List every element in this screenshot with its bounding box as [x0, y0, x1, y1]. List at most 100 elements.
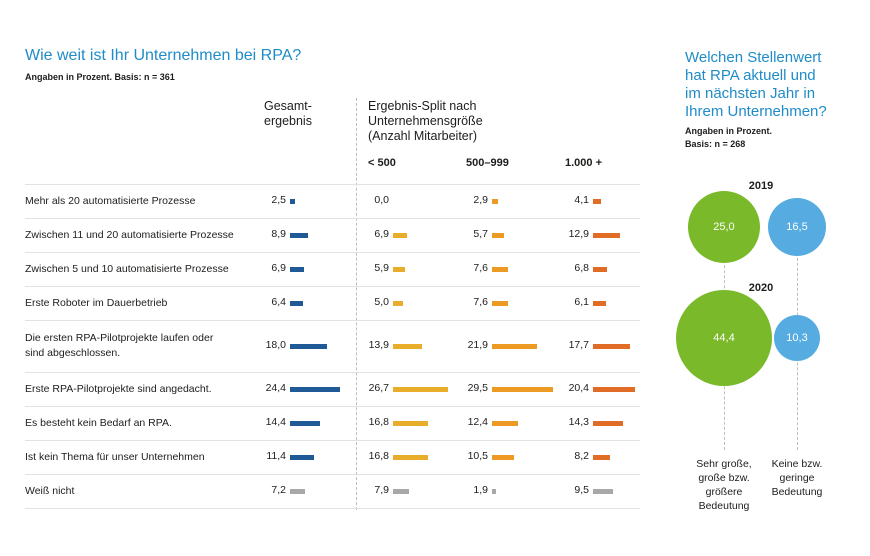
bar--500 [393, 387, 449, 392]
right-subtitle-line1: Angaben in Prozent. [685, 126, 773, 136]
bar-1-000- [593, 301, 606, 306]
data-label: 6,8 [574, 262, 589, 274]
column-header-1000plus: 1.000 + [565, 157, 603, 169]
right-chart-subtitle: Angaben in Prozent. Basis: n = 268 [685, 125, 772, 151]
row-label-line: Erste Roboter im Dauerbetrieb [25, 297, 168, 309]
bar--500 [393, 455, 428, 460]
bar-gesamtergebnis [290, 344, 328, 349]
row-label-line: Mehr als 20 automatisierte Prozesse [25, 195, 196, 207]
legend-high-line4: Bedeutung [698, 500, 750, 512]
header-split: Ergebnis-Split nach Unternehmensgröße (A… [368, 99, 483, 144]
data-label: 17,7 [568, 339, 589, 351]
data-label: 13,9 [368, 339, 389, 351]
data-label: 21,9 [467, 339, 488, 351]
row-label: Erste Roboter im Dauerbetrieb [25, 296, 265, 311]
data-label: 12,4 [467, 416, 488, 428]
bar-500-999 [492, 455, 514, 460]
row-divider [25, 218, 640, 219]
chart-subtitle: Angaben in Prozent. Basis: n = 361 [25, 72, 175, 82]
bubble-2020-high: 44,4 [676, 290, 772, 386]
bar--500 [393, 421, 428, 426]
row-divider [25, 286, 640, 287]
row-label-line: Zwischen 11 und 20 automatisierte Prozes… [25, 229, 234, 241]
row-label-line: Weiß nicht [25, 485, 75, 497]
data-label: 8,9 [271, 228, 286, 240]
data-label: 24,4 [265, 382, 286, 394]
row-label-line: Erste RPA-Pilotprojekte sind angedacht. [25, 383, 212, 395]
row-label: Weiß nicht [25, 484, 265, 499]
header-total-line2: ergebnis [264, 114, 312, 128]
data-label: 6,9 [271, 262, 286, 274]
bubble-value: 10,3 [786, 331, 808, 344]
row-divider [25, 474, 640, 475]
year-label-2019: 2019 [748, 180, 774, 192]
data-label: 7,9 [374, 484, 389, 496]
bar-gesamtergebnis [290, 455, 314, 460]
data-label: 26,7 [368, 382, 389, 394]
row-divider [25, 320, 640, 321]
data-label: 7,2 [271, 484, 286, 496]
bar-500-999 [492, 199, 498, 204]
bar-gesamtergebnis [290, 301, 304, 306]
data-label: 10,5 [467, 450, 488, 462]
data-label: 9,5 [574, 484, 589, 496]
data-label: 7,6 [473, 296, 488, 308]
data-label: 0,0 [374, 194, 389, 206]
legend-low-line3: Bedeutung [771, 486, 823, 498]
row-label: Es besteht kein Bedarf an RPA. [25, 416, 265, 431]
bar--500 [393, 233, 408, 238]
bar-1-000- [593, 344, 630, 349]
header-split-line3: (Anzahl Mitarbeiter) [368, 129, 478, 143]
right-subtitle-line2: Basis: n = 268 [685, 139, 746, 149]
bubble-value: 25,0 [713, 220, 735, 233]
row-label: Zwischen 5 und 10 automatisierte Prozess… [25, 262, 265, 277]
data-label: 6,4 [271, 296, 286, 308]
bar-500-999 [492, 344, 538, 349]
bar--500 [393, 489, 410, 494]
bar-gesamtergebnis [290, 421, 320, 426]
bubble-2019-high: 25,0 [687, 190, 760, 263]
data-label: 4,1 [574, 194, 589, 206]
row-label: Zwischen 11 und 20 automatisierte Prozes… [25, 228, 265, 243]
bar-1-000- [593, 199, 602, 204]
bar-500-999 [492, 489, 496, 494]
row-divider [25, 184, 640, 185]
data-label: 29,5 [467, 382, 488, 394]
data-label: 14,4 [265, 416, 286, 428]
right-title-line1: Welchen Stellenwert [685, 49, 822, 66]
bar-1-000- [593, 489, 613, 494]
bar-1-000- [593, 233, 620, 238]
legend-low-line2: geringe [779, 472, 815, 484]
data-label: 6,9 [374, 228, 389, 240]
bar-500-999 [492, 421, 518, 426]
row-label-line: Die ersten RPA-Pilotprojekte laufen oder [25, 332, 214, 344]
row-label-line: sind abgeschlossen. [25, 347, 121, 359]
right-chart-title: Welchen Stellenwert hat RPA aktuell und … [685, 49, 827, 121]
row-divider [25, 372, 640, 373]
bar-500-999 [492, 233, 504, 238]
bar-500-999 [492, 301, 508, 306]
bar-1-000- [593, 421, 623, 426]
data-label: 2,5 [271, 194, 286, 206]
data-label: 5,0 [374, 296, 389, 308]
right-title-line4: Ihrem Unternehmen? [685, 103, 827, 120]
data-label: 20,4 [568, 382, 589, 394]
column-header-lt500: < 500 [368, 157, 396, 169]
data-label: 7,6 [473, 262, 488, 274]
row-divider [25, 252, 640, 253]
header-split-line1: Ergebnis-Split nach [368, 99, 477, 113]
bubble-2020-low: 10,3 [773, 314, 821, 362]
legend-low-importance: Keine bzw. geringe Bedeutung [761, 457, 833, 499]
column-divider [356, 98, 357, 510]
data-label: 14,3 [568, 416, 589, 428]
header-split-line2: Unternehmensgröße [368, 114, 483, 128]
bar-gesamtergebnis [290, 387, 341, 392]
header-total-line1: Gesamt- [264, 99, 312, 113]
bar-gesamtergebnis [290, 199, 296, 204]
bubble-2019-low: 16,5 [767, 197, 827, 257]
legend-low-line1: Keine bzw. [771, 458, 823, 470]
data-label: 2,9 [473, 194, 488, 206]
data-label: 8,2 [574, 450, 589, 462]
bubble-value: 16,5 [786, 220, 808, 233]
chart-title: Wie weit ist Ihr Unternehmen bei RPA? [25, 47, 302, 64]
